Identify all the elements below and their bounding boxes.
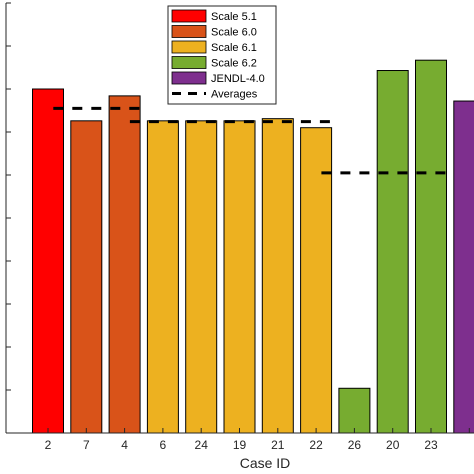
x-tick-label-23: 23 [424, 438, 438, 452]
legend-label-averages: Averages [211, 89, 258, 101]
bar-26 [338, 387, 371, 434]
legend-label-scale-6-0: Scale 6.0 [211, 27, 257, 39]
legend-label-scale-5-1: Scale 5.1 [211, 11, 257, 23]
bar-22 [300, 127, 333, 434]
x-tick-label-4: 4 [121, 438, 128, 452]
axes-group [5, 2, 474, 434]
bar-4 [108, 95, 141, 434]
bar-unlabeled [453, 100, 474, 434]
legend-swatch-scale-6-2 [171, 56, 207, 69]
legend-swatch-jendl-4-0 [171, 71, 207, 85]
x-tick-label-21: 21 [271, 438, 285, 452]
legend: Scale 5.1 Scale 6.0 Scale 6.1 Scale 6.2 JEND… [167, 5, 277, 105]
legend-swatch-scale-6-1 [171, 40, 207, 54]
legend-swatch-scale-6-0 [171, 25, 207, 38]
x-tick-label-7: 7 [83, 438, 90, 452]
bar-2 [32, 88, 64, 434]
bar-6 [146, 120, 179, 434]
x-axis-label: Case ID [240, 455, 291, 471]
x-tick-labels-group: 2 7 4 6 24 19 21 22 26 20 23 [45, 438, 438, 452]
legend-label-scale-6-1: Scale 6.1 [211, 42, 257, 54]
x-tick-label-2: 2 [45, 438, 52, 452]
x-tick-label-19: 19 [233, 438, 247, 452]
bar-21 [261, 118, 294, 434]
bar-24 [185, 120, 218, 434]
average-lines-group [53, 106, 448, 175]
bar-20 [376, 70, 409, 434]
x-tick-label-24: 24 [195, 438, 209, 452]
bar-7 [70, 120, 103, 434]
legend-label-scale-6-2: Scale 6.2 [211, 58, 257, 70]
bars-group [32, 59, 474, 434]
bar-19 [223, 120, 256, 434]
x-tick-label-20: 20 [386, 438, 400, 452]
x-tick-label-6: 6 [160, 438, 167, 452]
x-tick-label-22: 22 [309, 438, 323, 452]
legend-swatch-scale-5-1 [171, 9, 207, 23]
bar-23 [415, 59, 447, 434]
legend-label-jendl-4-0: JENDL-4.0 [211, 73, 265, 85]
x-tick-label-26: 26 [348, 438, 362, 452]
